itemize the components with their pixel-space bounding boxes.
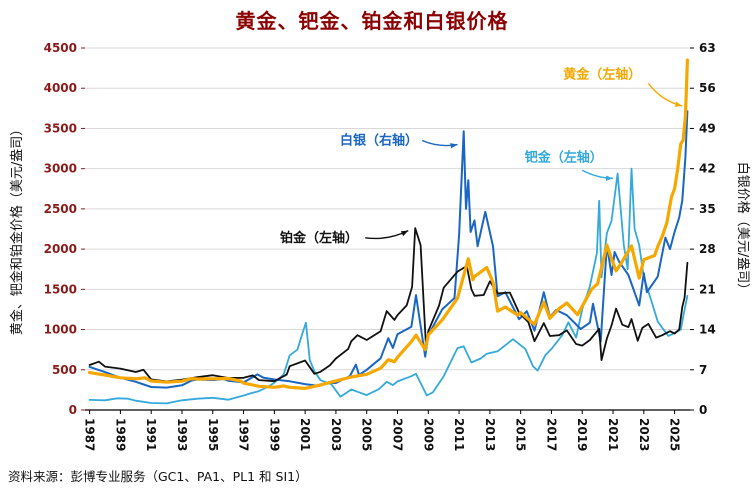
- svg-text:2000: 2000: [44, 242, 77, 256]
- svg-text:2023: 2023: [637, 418, 651, 451]
- svg-text:白银（右轴）: 白银（右轴）: [340, 133, 418, 149]
- svg-text:14: 14: [699, 323, 716, 337]
- svg-text:2021: 2021: [606, 418, 620, 451]
- svg-text:0: 0: [69, 403, 77, 417]
- svg-text:2017: 2017: [544, 418, 558, 451]
- svg-text:2025: 2025: [668, 418, 682, 451]
- annotation-palladium: 钯金（左轴）: [524, 149, 614, 181]
- svg-text:1987: 1987: [83, 418, 97, 451]
- svg-text:1997: 1997: [237, 418, 251, 451]
- y-axis-right: 0 7 14 21 28 35 42 49 56 63: [690, 41, 716, 417]
- svg-text:7: 7: [699, 363, 707, 377]
- svg-text:1995: 1995: [206, 418, 220, 451]
- svg-text:2015: 2015: [514, 418, 528, 451]
- svg-text:2007: 2007: [391, 418, 405, 451]
- series-gold: [88, 58, 689, 390]
- svg-text:2005: 2005: [360, 418, 374, 451]
- annotation-platinum: 铂金（左轴）: [280, 230, 409, 246]
- svg-text:1000: 1000: [44, 323, 77, 337]
- svg-text:42: 42: [699, 162, 716, 176]
- svg-text:63: 63: [699, 41, 716, 55]
- annotation-silver: 白银（右轴）: [340, 133, 458, 149]
- svg-text:2011: 2011: [452, 418, 466, 451]
- annotation-gold: 黄金（左轴）: [563, 67, 683, 107]
- gridlines: [85, 47, 690, 371]
- svg-text:3000: 3000: [44, 162, 77, 176]
- svg-text:钯金（左轴）: 钯金（左轴）: [524, 149, 603, 165]
- svg-text:49: 49: [699, 121, 716, 135]
- left-axis-title: 黄金、钯金和铂金价格（美元/盎司）: [9, 123, 25, 335]
- svg-text:1991: 1991: [144, 418, 158, 451]
- series-palladium: [88, 167, 689, 405]
- svg-text:21: 21: [699, 282, 716, 296]
- svg-text:铂金（左轴）: 铂金（左轴）: [280, 230, 358, 246]
- right-axis-title: 白银价格（美元/盎司）: [735, 162, 751, 296]
- svg-text:500: 500: [52, 363, 77, 377]
- svg-text:1993: 1993: [175, 418, 189, 451]
- svg-text:35: 35: [699, 202, 716, 216]
- svg-text:2500: 2500: [44, 202, 77, 216]
- y-axis-left: 0 500 1000 1500 2000 2500 3000 3500 4000 4500: [44, 41, 85, 417]
- svg-text:2003: 2003: [329, 418, 343, 451]
- series-platinum: [88, 227, 689, 383]
- svg-text:28: 28: [699, 242, 716, 256]
- x-axis: 1987 1989 1991 1993 1995 1997 1999 2001 2003 2005…: [83, 410, 682, 451]
- plot-area: 0 500 1000 1500 2000 2500 3000 3500 4000 4500 0 7 14…: [44, 41, 716, 451]
- svg-text:1989: 1989: [113, 418, 127, 451]
- svg-text:2013: 2013: [483, 418, 497, 451]
- svg-text:4500: 4500: [44, 41, 77, 55]
- svg-text:3500: 3500: [44, 121, 77, 135]
- svg-text:56: 56: [699, 81, 716, 95]
- svg-text:1999: 1999: [267, 418, 281, 451]
- svg-text:2001: 2001: [298, 418, 312, 451]
- svg-text:4000: 4000: [44, 81, 77, 95]
- chart-title: 黄金、钯金、铂金和白银价格: [236, 9, 509, 33]
- source-note: 资料来源：彭博专业服务（GC1、PA1、PL1 和 SI1）: [8, 469, 308, 484]
- svg-text:黄金（左轴）: 黄金（左轴）: [563, 67, 641, 83]
- svg-text:0: 0: [699, 403, 707, 417]
- svg-text:1500: 1500: [44, 282, 77, 296]
- svg-text:2019: 2019: [575, 418, 589, 451]
- svg-text:2009: 2009: [421, 418, 435, 451]
